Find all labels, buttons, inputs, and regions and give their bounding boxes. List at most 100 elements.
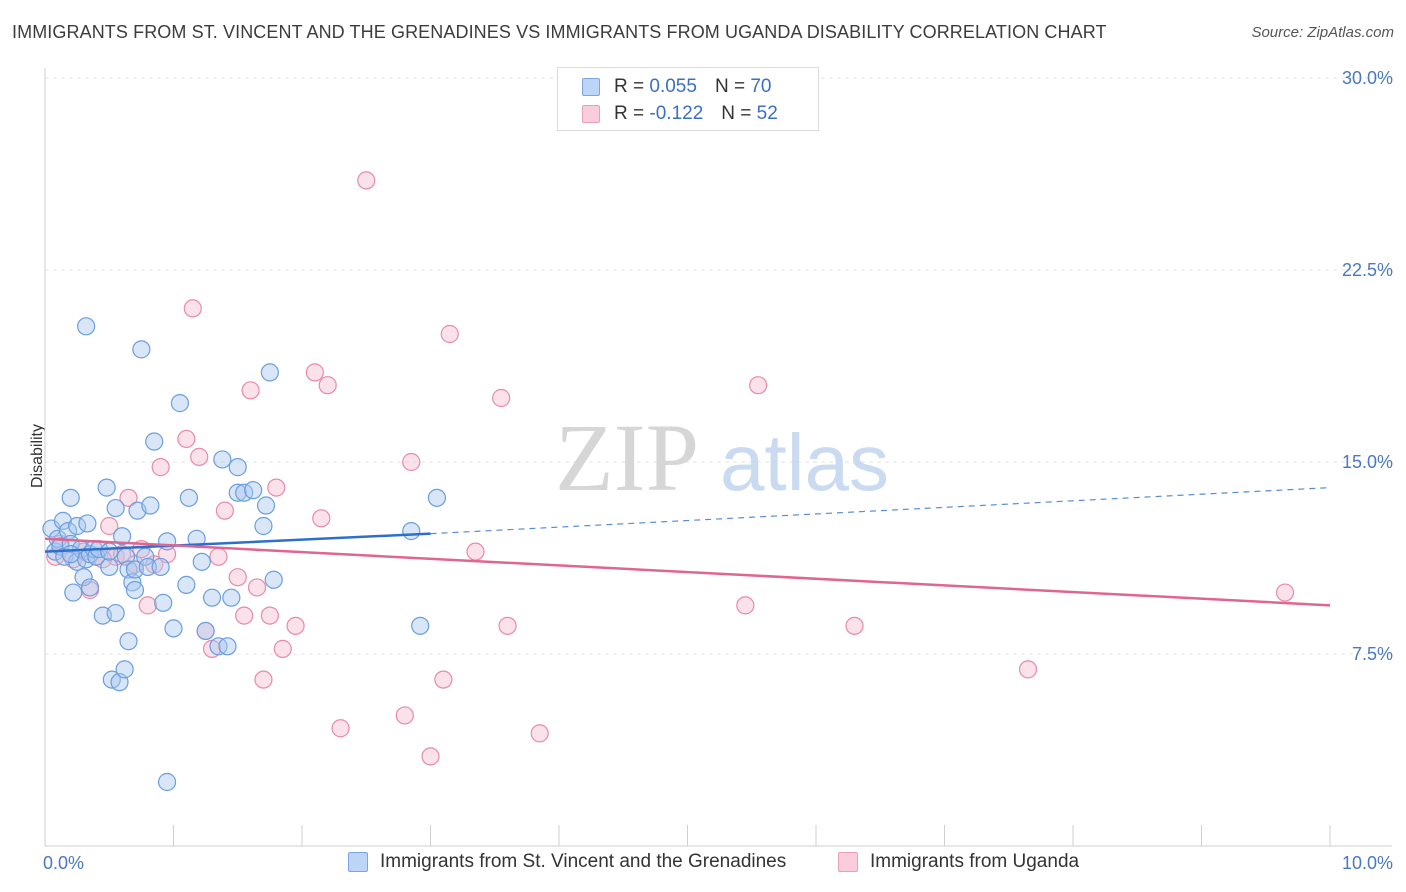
legend-n-label: N = xyxy=(721,103,752,124)
watermark-zip: ZIP xyxy=(555,404,699,511)
chart-title: IMMIGRANTS FROM ST. VINCENT AND THE GREN… xyxy=(12,22,1107,42)
legend-r-value: 0.055 xyxy=(649,76,697,97)
uganda-point-26 xyxy=(247,578,267,597)
uganda-point-6 xyxy=(100,516,119,536)
st-vincent-point-56 xyxy=(218,637,237,656)
uganda-point-36 xyxy=(357,171,376,190)
y-tick-label-1: 15.0% xyxy=(1342,452,1393,472)
uganda-point-17 xyxy=(183,299,202,318)
uganda-point-25 xyxy=(241,381,260,400)
st-vincent-point-53 xyxy=(202,588,222,607)
st-vincent-point-57 xyxy=(222,588,241,607)
series-st-vincent-points xyxy=(42,317,447,792)
st-vincent-point-42 xyxy=(145,432,164,451)
uganda-point-31 xyxy=(286,616,305,635)
uganda-point-35 xyxy=(331,719,350,738)
legend-swatch-pink xyxy=(582,105,600,123)
uganda-point-22 xyxy=(215,501,234,520)
st-vincent-point-40 xyxy=(138,557,157,577)
legend-n-value: 52 xyxy=(756,103,778,124)
st-vincent-point-35 xyxy=(125,580,145,600)
uganda-point-24 xyxy=(235,606,254,625)
uganda-point-39 xyxy=(421,747,440,766)
uganda-point-16 xyxy=(177,429,196,449)
uganda-point-14 xyxy=(151,458,170,477)
uganda-point-50 xyxy=(1275,583,1295,602)
uganda-point-37 xyxy=(395,706,414,725)
uganda-point-18 xyxy=(190,447,209,466)
uganda-point-30 xyxy=(273,639,292,658)
st-vincent-point-38 xyxy=(132,340,151,359)
st-vincent-point-64 xyxy=(256,496,276,515)
y-tick-labels: 7.5% 15.0% 22.5% 30.0% xyxy=(1342,68,1393,664)
st-vincent-point-67 xyxy=(411,616,430,635)
st-vincent-point-58 xyxy=(228,458,247,477)
st-vincent-point-63 xyxy=(260,363,279,382)
series-legend-label: Immigrants from St. Vincent and the Gren… xyxy=(380,851,787,872)
st-vincent-point-43 xyxy=(151,557,170,577)
uganda-point-34 xyxy=(318,376,337,395)
uganda-point-38 xyxy=(402,452,421,472)
uganda-point-28 xyxy=(260,606,279,625)
uganda-point-12 xyxy=(138,596,157,615)
st-vincent-point-15 xyxy=(78,514,97,533)
x-tick-label-right: 10.0% xyxy=(1342,853,1393,873)
st-vincent-point-71 xyxy=(61,545,80,564)
trend-line-st-vincent xyxy=(44,532,431,553)
st-vincent-point-41 xyxy=(141,496,160,515)
uganda-point-9 xyxy=(119,488,138,507)
st-vincent-point-32 xyxy=(119,632,138,651)
st-vincent-point-9 xyxy=(64,583,83,602)
st-vincent-point-51 xyxy=(192,552,211,571)
series-legend-item-uganda: Immigrants from Uganda xyxy=(838,851,1079,873)
watermark-atlas: atlas xyxy=(720,418,889,507)
st-vincent-point-16 xyxy=(80,578,100,597)
stats-legend: R = 0.055 N = 70 R = -0.122 N = 52 xyxy=(557,67,819,131)
uganda-point-40 xyxy=(434,670,453,689)
st-vincent-point-30 xyxy=(115,660,134,679)
st-vincent-point-49 xyxy=(179,488,199,507)
legend-r-label: R = xyxy=(614,103,645,124)
uganda-point-46 xyxy=(736,596,755,615)
uganda-point-43 xyxy=(492,388,511,408)
st-vincent-point-29 xyxy=(112,527,132,546)
trend-line-uganda xyxy=(44,537,1331,607)
legend-swatch-blue xyxy=(582,78,600,96)
st-vincent-point-68 xyxy=(427,488,447,507)
st-vincent-point-61 xyxy=(244,481,263,500)
trend-line-st-vincent-extension xyxy=(430,487,1331,535)
uganda-point-23 xyxy=(228,568,247,587)
legend-r-label: R = xyxy=(614,76,645,97)
axes xyxy=(44,68,1392,847)
st-vincent-point-46 xyxy=(164,619,183,638)
source-credit: Source: ZipAtlas.com xyxy=(1251,24,1394,41)
series-legend-item-st-vincent: Immigrants from St. Vincent and the Gren… xyxy=(348,851,786,873)
st-vincent-point-24 xyxy=(100,542,119,561)
uganda-point-21 xyxy=(209,547,228,566)
uganda-point-41 xyxy=(440,324,459,344)
uganda-point-47 xyxy=(749,376,768,395)
uganda-point-48 xyxy=(845,616,864,635)
uganda-point-27 xyxy=(254,670,273,689)
legend-n-label: N = xyxy=(714,76,746,97)
y-tick-label-0: 7.5% xyxy=(1352,644,1393,664)
x-tick-label-left: 0.0% xyxy=(43,853,84,873)
uganda-point-29 xyxy=(267,478,286,497)
st-vincent-point-47 xyxy=(170,394,190,413)
uganda-point-44 xyxy=(498,616,517,635)
trend-lines xyxy=(44,487,1331,607)
y-tick-label-2: 22.5% xyxy=(1342,260,1393,280)
gridlines xyxy=(45,77,1392,655)
st-vincent-point-69 xyxy=(77,317,96,336)
st-vincent-point-66 xyxy=(402,522,421,541)
series-legend-swatch-blue xyxy=(348,852,368,872)
series-legend-label: Immigrants from Uganda xyxy=(870,851,1080,872)
st-vincent-point-62 xyxy=(254,516,273,536)
st-vincent-point-59 xyxy=(228,483,247,502)
st-vincent-point-13 xyxy=(74,568,93,587)
legend-r-value: -0.122 xyxy=(649,103,704,124)
uganda-point-42 xyxy=(466,542,485,561)
st-vincent-point-23 xyxy=(100,557,119,577)
st-vincent-point-26 xyxy=(106,498,125,518)
